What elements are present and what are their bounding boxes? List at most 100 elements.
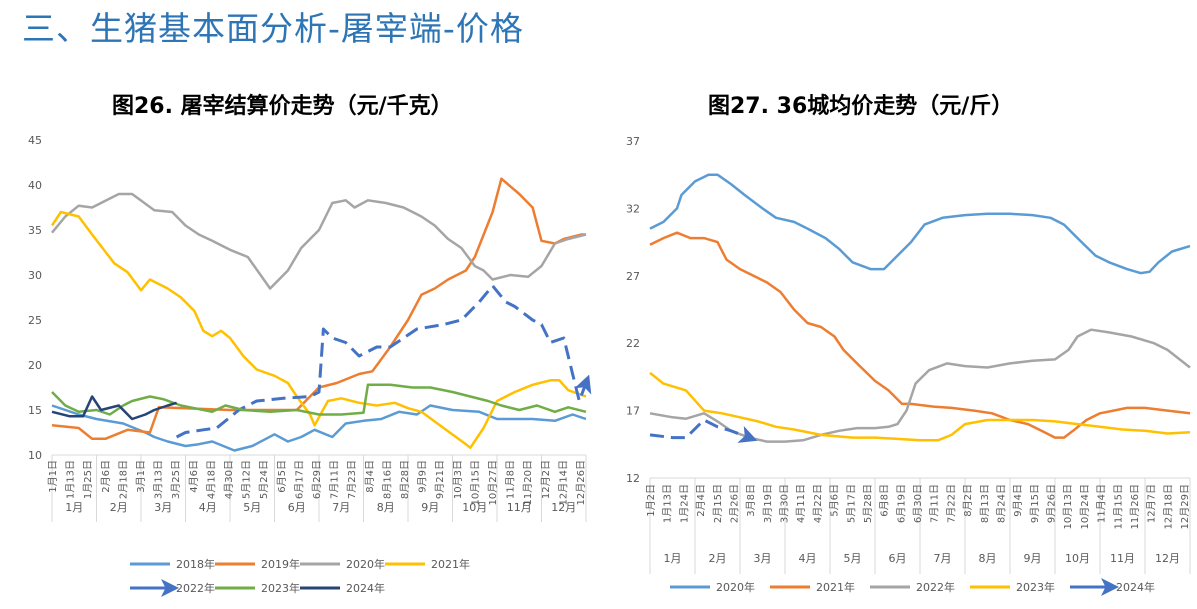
month-label: 5月	[844, 552, 862, 565]
month-label: 9月	[1024, 552, 1042, 565]
y-tick-label: 27	[626, 270, 640, 283]
y-tick-label: 12	[626, 472, 640, 485]
y-tick-label: 32	[626, 202, 640, 215]
date-tick-label: 10月15日	[469, 460, 481, 505]
date-tick-label: 8月24日	[995, 484, 1007, 523]
month-label: 3月	[154, 501, 172, 514]
month-label: 5月	[243, 501, 261, 514]
series-line-2023年	[649, 371, 1191, 442]
date-tick-label: 9月26日	[1046, 484, 1058, 523]
legend-label: 2019年	[261, 557, 300, 571]
series-line-2021年	[649, 231, 1191, 439]
legend-label: 2023年	[1016, 580, 1055, 594]
date-tick-label: 11月4日	[1096, 484, 1108, 523]
date-tick-label: 1月25日	[82, 460, 94, 499]
month-label: 2月	[110, 501, 128, 514]
date-tick-label: 2月18日	[117, 460, 129, 499]
legend-label: 2020年	[346, 557, 385, 571]
date-tick-label: 2月26日	[728, 484, 740, 523]
date-tick-label: 11月20日	[522, 460, 534, 505]
month-label: 2月	[709, 552, 727, 565]
date-tick-label: 2月4日	[695, 484, 707, 517]
month-label: 10月	[462, 501, 487, 514]
date-tick-label: 12月14日	[557, 460, 569, 505]
y-tick-label: 15	[28, 404, 42, 417]
legend-label: 2024年	[1116, 580, 1155, 594]
date-tick-label: 5月6日	[829, 484, 841, 517]
month-label: 4月	[199, 501, 217, 514]
y-tick-label: 30	[28, 269, 42, 282]
date-tick-label: 11月8日	[505, 460, 517, 499]
date-tick-label: 1月1日	[47, 460, 59, 493]
date-tick-label: 1月2日	[645, 484, 657, 517]
date-tick-label: 5月17日	[845, 484, 857, 523]
month-label: 8月	[377, 501, 395, 514]
series-line-2020年	[51, 192, 587, 290]
month-label: 3月	[754, 552, 772, 565]
date-tick-label: 9月4日	[1012, 484, 1024, 517]
series-line-2024年	[51, 395, 177, 421]
y-tick-label: 22	[626, 337, 640, 350]
series-line-2022年	[649, 328, 1191, 443]
date-tick-label: 1月13日	[65, 460, 77, 499]
series-line-2024年	[649, 418, 758, 443]
month-label: 7月	[332, 501, 350, 514]
date-tick-label: 7月23日	[346, 460, 358, 499]
month-label: 1月	[664, 552, 682, 565]
date-tick-label: 7月22日	[945, 484, 957, 523]
y-tick-label: 37	[626, 135, 640, 148]
date-tick-label: 4月22日	[812, 484, 824, 523]
date-tick-label: 6月17日	[293, 460, 305, 499]
date-tick-label: 3月25日	[170, 460, 182, 499]
date-tick-label: 3月1日	[135, 460, 147, 493]
series-line-2020年	[649, 173, 1191, 275]
legend-label: 2023年	[261, 581, 300, 595]
date-tick-label: 8月2日	[962, 484, 974, 517]
date-tick-label: 5月24日	[258, 460, 270, 499]
date-tick-label: 8月28日	[399, 460, 411, 499]
month-label: 4月	[799, 552, 817, 565]
date-tick-label: 6月5日	[276, 460, 288, 493]
y-tick-label: 40	[28, 179, 42, 192]
y-tick-label: 35	[28, 224, 42, 237]
date-tick-label: 3月19日	[762, 484, 774, 523]
month-label: 11月	[1110, 552, 1135, 565]
date-tick-label: 4月11日	[795, 484, 807, 523]
date-tick-label: 1月24日	[678, 484, 690, 523]
date-tick-label: 6月29日	[311, 460, 323, 499]
date-tick-label: 8月13日	[979, 484, 991, 523]
series-line-2022年	[175, 284, 592, 439]
series-line-2023年	[51, 383, 587, 416]
month-label: 11月	[507, 501, 532, 514]
month-label: 6月	[889, 552, 907, 565]
date-tick-label: 5月28日	[862, 484, 874, 523]
date-tick-label: 8月4日	[364, 460, 376, 493]
y-tick-label: 20	[28, 359, 42, 372]
legend-label: 2020年	[716, 580, 755, 594]
month-label: 8月	[979, 552, 997, 565]
month-label: 1月	[65, 501, 83, 514]
date-tick-label: 4月6日	[188, 460, 200, 493]
month-label: 6月	[288, 501, 306, 514]
chart-title-27: 图27. 36城均价走势（元/斤）	[708, 94, 1014, 119]
date-tick-label: 12月26日	[575, 460, 587, 505]
date-tick-label: 6月30日	[912, 484, 924, 523]
legend-label: 2024年	[346, 581, 385, 595]
date-tick-label: 8月16日	[381, 460, 393, 499]
y-tick-label: 25	[28, 314, 42, 327]
date-tick-label: 1月13日	[662, 484, 674, 523]
chart-title-26: 图26. 屠宰结算价走势（元/千克）	[112, 94, 453, 119]
date-tick-label: 4月30日	[223, 460, 235, 499]
y-tick-label: 10	[28, 449, 42, 462]
date-tick-label: 12月2日	[540, 460, 552, 499]
date-tick-label: 9月15日	[1029, 484, 1041, 523]
date-tick-label: 11月26日	[1129, 484, 1141, 529]
date-tick-label: 6月8日	[879, 484, 891, 517]
month-label: 7月	[934, 552, 952, 565]
month-label: 10月	[1065, 552, 1090, 565]
legend-label: 2022年	[916, 580, 955, 594]
series-line-2019年	[51, 177, 586, 441]
date-tick-label: 11月15日	[1112, 484, 1124, 529]
series-line-2021年	[50, 210, 587, 450]
y-tick-label: 17	[626, 405, 640, 418]
